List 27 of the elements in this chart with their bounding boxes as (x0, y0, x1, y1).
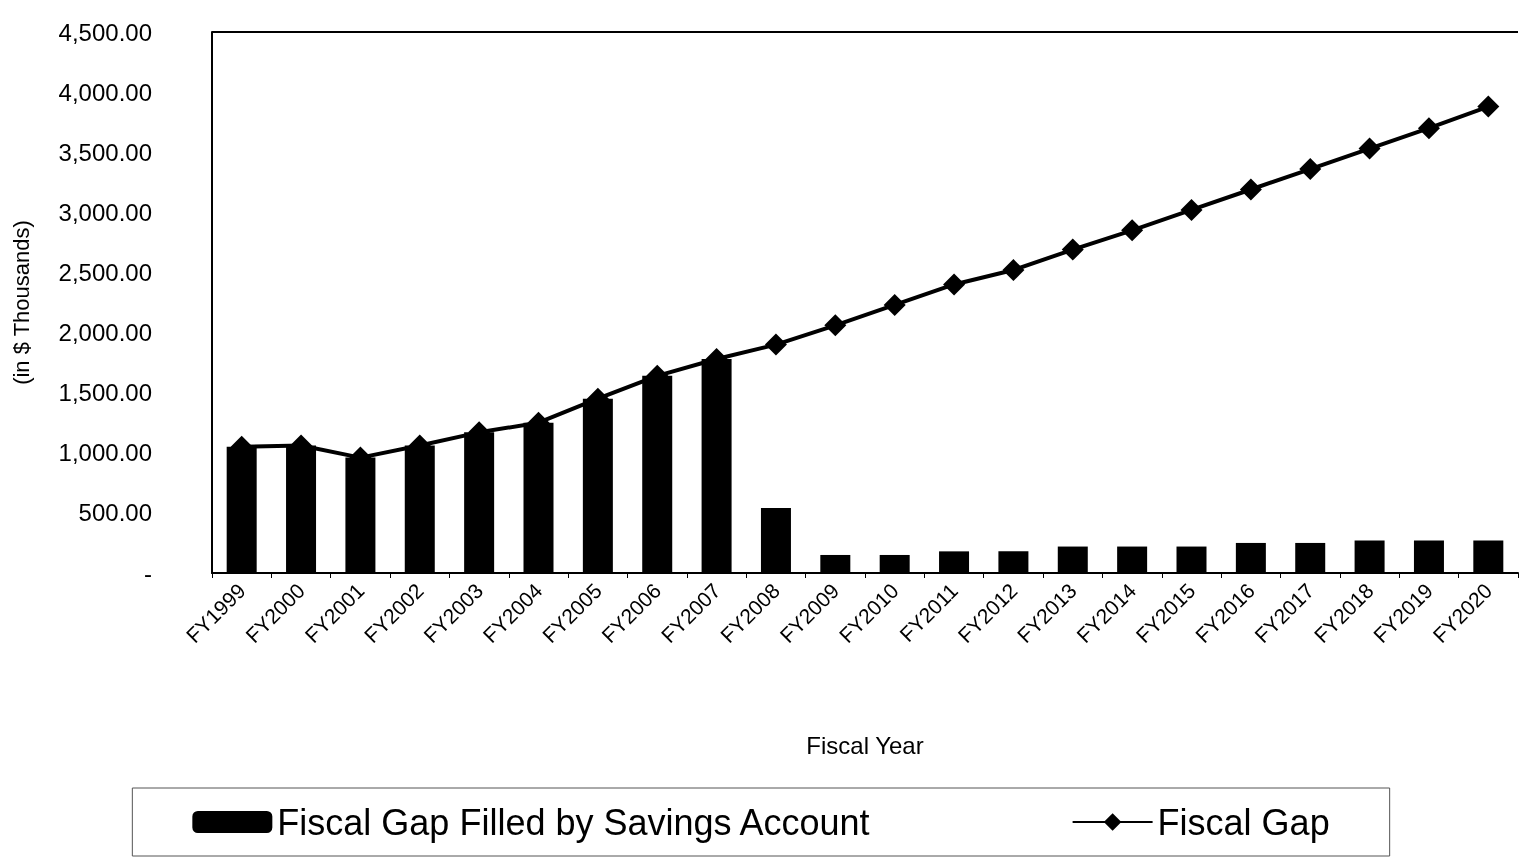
y-tick-label: 500.00 (78, 499, 152, 527)
point (1417, 117, 1440, 140)
y-tick-label: 1,500.00 (58, 379, 152, 407)
y-tick-label: 3,000.00 (58, 198, 152, 226)
legend-label: Fiscal Gap Filled by Savings Account (277, 801, 870, 843)
y-tick-label: - (144, 559, 152, 587)
point (1121, 219, 1144, 242)
x-axis-title: Fiscal Year (806, 731, 924, 759)
point (1180, 198, 1203, 221)
y-tick-label: 4,500.00 (58, 18, 152, 46)
point (1299, 158, 1322, 181)
point (824, 314, 847, 337)
y-tick-label: 2,500.00 (58, 258, 152, 286)
point (1002, 259, 1025, 282)
y-tick-label: 2,000.00 (58, 319, 152, 347)
point (943, 273, 966, 296)
point (1477, 95, 1500, 118)
point (1358, 137, 1381, 160)
point (1061, 238, 1084, 261)
legend-label: Fiscal Gap (1157, 801, 1330, 843)
y-tick-label: 1,000.00 (58, 439, 152, 467)
point (883, 293, 906, 316)
point (764, 333, 787, 356)
y-axis-title: (in $ Thousands) (8, 220, 34, 385)
y-tick-label: 3,500.00 (58, 138, 152, 166)
point (1239, 178, 1262, 201)
y-tick-label: 4,000.00 (58, 78, 152, 106)
